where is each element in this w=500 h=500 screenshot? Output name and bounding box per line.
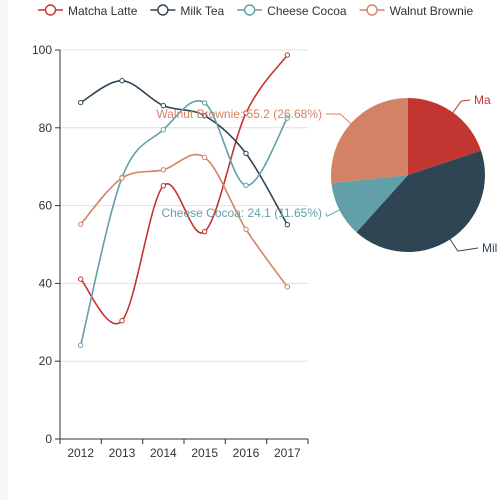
data-point-milk-tea [160,102,167,109]
y-tick-label: 40 [39,276,53,290]
chart-canvas: 0 20 40 60 80 100 2012 2013 2014 2015 2016 2017 Matc… [32,4,497,460]
pie-slice-matcha-latte [408,98,482,175]
legend-item-walnut-brownie[interactable]: Walnut Brownie [359,4,474,18]
data-point-walnut-brownie [77,221,84,227]
legend-label: Matcha Latte [68,4,138,18]
pie-slice-milk-tea [356,150,485,252]
data-point-milk-tea [284,221,291,228]
data-point-cheese-cocoa [284,115,291,121]
x-tick-label: 2015 [191,446,218,460]
y-tick-label: 100 [32,43,52,57]
pie-label-line [449,239,479,252]
pie-label-line [325,113,352,124]
x-tick-label: 2016 [233,446,260,460]
data-point-walnut-brownie [243,226,249,233]
pie-label-walnut-brownie: Walnut Brownie: 55.2 (26.68%) [156,107,322,121]
pie-slice-walnut-brownie [330,98,408,184]
legend-item-milk-tea[interactable]: Milk Tea [150,4,224,18]
series-line-walnut-brownie [80,153,288,288]
pie-label-line [452,99,471,113]
legend-marker [366,4,378,16]
series-line-cheese-cocoa [79,100,289,346]
legend-item-cheese-cocoa[interactable]: Cheese Cocoa [237,4,347,18]
data-point-milk-tea [201,113,208,119]
data-point-milk-tea [77,99,84,106]
data-point-milk-tea [119,78,125,84]
data-point-cheese-cocoa [201,100,208,106]
data-point-matcha-latte [243,110,249,116]
data-point-walnut-brownie [119,175,125,181]
data-point-matcha-latte [284,52,291,58]
x-tick-label: 2013 [109,446,136,460]
legend-label: Walnut Brownie [390,4,474,18]
x-tick-label: 2012 [67,446,94,460]
legend-label: Milk Tea [180,4,224,18]
data-point-matcha-latte [77,276,84,282]
legend-item-matcha-latte[interactable]: Matcha Latte [38,4,138,18]
y-tick-label: 60 [39,199,53,213]
pie-label-matcha-latte: Ma [474,93,491,107]
legend-marker [243,4,256,16]
data-point-walnut-brownie [284,284,291,290]
data-point-cheese-cocoa [160,127,167,133]
y-tick-label: 20 [39,354,53,368]
x-tick-label: 2017 [274,446,301,460]
data-point-matcha-latte [160,183,167,189]
x-tick-label: 2014 [150,446,177,460]
data-point-walnut-brownie [201,154,208,161]
chart-stage: 0 20 40 60 80 100 2012 2013 2014 2015 2016 2017 Matc… [8,0,500,500]
data-point-walnut-brownie [160,167,167,173]
pie-label-cheese-cocoa: Cheese Cocoa: 24.1 (11.65%) [161,206,322,220]
pie-label-line [325,209,340,218]
data-point-cheese-cocoa [77,342,84,348]
series-line-milk-tea [80,79,289,226]
legend-marker [157,4,169,16]
data-point-milk-tea [243,150,249,157]
data-point-matcha-latte [119,318,125,324]
data-point-cheese-cocoa [243,182,249,189]
data-point-matcha-latte [201,228,208,235]
legend-label: Cheese Cocoa [267,4,347,18]
pie-label-milk-tea: Mil [482,241,497,255]
y-tick-label: 0 [45,432,52,446]
y-tick-label: 80 [39,121,53,135]
legend-marker [44,4,57,16]
pie-slice-cheese-cocoa [331,175,408,233]
